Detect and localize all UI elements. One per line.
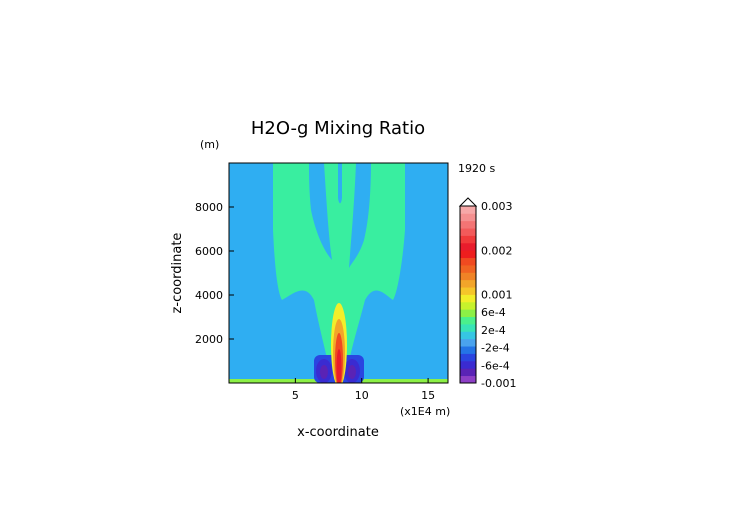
colorbar-swatch <box>460 324 476 332</box>
colorbar-swatch <box>460 220 476 229</box>
y-tick-label: 2000 <box>195 333 223 346</box>
colorbar-swatch <box>460 213 476 222</box>
x-tick-label: 10 <box>355 389 369 402</box>
colorbar-label: -0.001 <box>481 377 516 390</box>
colorbar-swatch <box>460 235 476 244</box>
colorbar-swatch <box>460 206 476 214</box>
y-tick-label: 4000 <box>195 289 223 302</box>
colorbar-swatch <box>460 338 476 347</box>
chart-title: H2O-g Mixing Ratio <box>251 118 425 139</box>
inner-gap-left <box>309 163 332 260</box>
y-axis: 2000 4000 6000 8000 <box>195 201 234 346</box>
colorbar-swatch <box>460 257 476 266</box>
plume-region <box>273 163 405 375</box>
colorbar-frame <box>459 205 477 384</box>
colorbar-label: 2e-4 <box>481 324 506 337</box>
x-axis-label: x-coordinate <box>297 425 379 440</box>
inner-gap-right <box>349 163 371 268</box>
colorbar-extend-max <box>458 197 478 207</box>
x-tick-label: 5 <box>292 389 299 402</box>
colorbar-swatch <box>460 360 476 369</box>
colorbar-swatch <box>460 301 476 310</box>
plume-core-3 <box>336 349 342 383</box>
colorbar-swatch <box>460 375 476 384</box>
colorbar: 0.003 0.002 0.001 6e-4 2e-4 -2e-4 -6e-4 -0.001 <box>458 197 516 390</box>
colorbar-swatch <box>460 265 476 273</box>
colorbar-label: 6e-4 <box>481 306 506 319</box>
y-tick-label: 6000 <box>195 245 223 258</box>
colorbar-swatch <box>460 279 476 288</box>
colorbar-swatch <box>460 368 476 377</box>
plot-frame <box>228 162 449 384</box>
colorbar-swatch <box>460 294 476 303</box>
colorbar-label: 0.003 <box>481 200 513 213</box>
colorbar-swatch <box>460 353 476 362</box>
inner-gap-top <box>338 163 342 204</box>
colorbar-swatch <box>460 287 476 295</box>
time-label: 1920 s <box>458 162 495 175</box>
colorbar-swatch <box>460 346 476 354</box>
colorbar-swatch <box>460 316 476 325</box>
plot-area <box>229 163 448 383</box>
y-axis-label: z-coordinate <box>170 233 185 314</box>
x-unit-label: (x1E4 m) <box>400 405 450 418</box>
colorbar-label: -6e-4 <box>481 359 510 372</box>
colorbar-label: -2e-4 <box>481 342 510 355</box>
colorbar-label: 0.002 <box>481 244 513 257</box>
colorbar-swatch <box>460 228 476 236</box>
x-axis: 5 10 15 <box>292 378 435 402</box>
x-tick-label: 15 <box>421 389 435 402</box>
low-core-left-inner <box>320 365 328 379</box>
colorbar-swatch <box>460 331 476 340</box>
y-tick-label: 8000 <box>195 201 223 214</box>
y-unit-label: (m) <box>200 138 219 151</box>
colorbar-label: 0.001 <box>481 289 513 302</box>
low-core-right-inner <box>348 365 356 379</box>
colorbar-swatch <box>460 250 476 259</box>
colorbar-swatch <box>460 242 476 251</box>
colorbar-swatch <box>460 309 476 318</box>
colorbar-swatch <box>460 272 476 281</box>
